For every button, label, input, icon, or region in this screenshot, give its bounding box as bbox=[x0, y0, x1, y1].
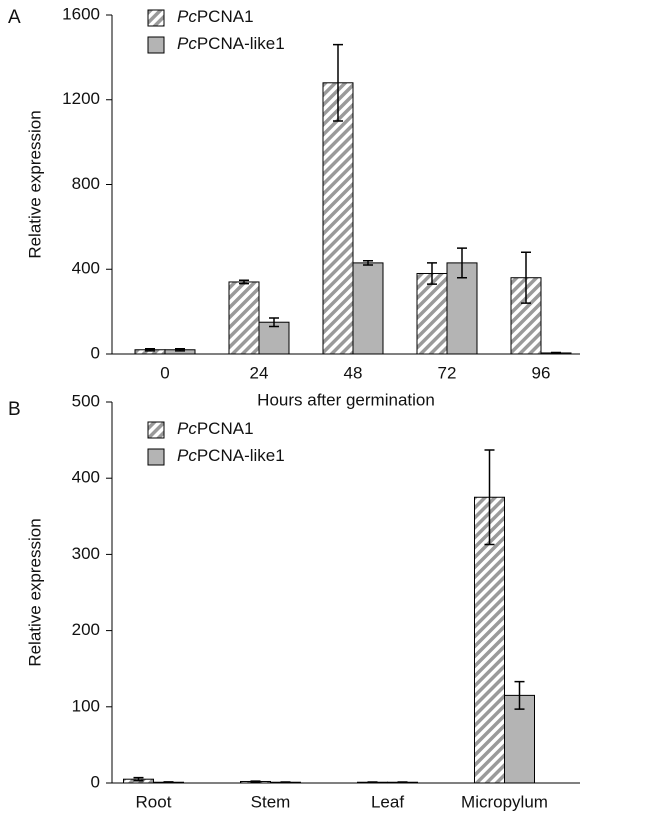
panel-label: A bbox=[8, 7, 21, 28]
y-tick-label: 400 bbox=[72, 468, 100, 487]
x-tick-label: 24 bbox=[250, 363, 269, 382]
y-tick-label: 400 bbox=[72, 259, 100, 278]
x-tick-label: 48 bbox=[344, 363, 363, 382]
y-axis-label: Relative expression bbox=[25, 110, 44, 258]
legend-swatch bbox=[148, 37, 164, 53]
panel-label: B bbox=[8, 399, 21, 420]
error-bar bbox=[551, 353, 561, 354]
x-tick-label: 0 bbox=[160, 363, 169, 382]
y-tick-label: 200 bbox=[72, 620, 100, 639]
x-tick-label: Micropylum bbox=[461, 792, 548, 811]
y-tick-label: 300 bbox=[72, 544, 100, 563]
legend-label: PcPCNA1 bbox=[177, 7, 254, 26]
x-tick-label: Stem bbox=[251, 792, 291, 811]
legend-label: PcPCNA-like1 bbox=[177, 34, 285, 53]
x-tick-label: 72 bbox=[438, 363, 457, 382]
y-tick-label: 1200 bbox=[62, 89, 100, 108]
y-tick-label: 800 bbox=[72, 174, 100, 193]
legend-swatch bbox=[148, 422, 164, 438]
legend-label: PcPCNA1 bbox=[177, 419, 254, 438]
legend-label: PcPCNA-like1 bbox=[177, 446, 285, 465]
x-tick-label: 96 bbox=[532, 363, 551, 382]
y-tick-label: 500 bbox=[72, 391, 100, 410]
bar bbox=[229, 282, 259, 354]
y-tick-label: 1600 bbox=[62, 4, 100, 23]
y-axis-label: Relative expression bbox=[25, 518, 44, 666]
y-tick-label: 0 bbox=[91, 343, 100, 362]
x-axis-label: Hours after germination bbox=[257, 390, 435, 409]
x-tick-label: Root bbox=[136, 792, 172, 811]
bar bbox=[323, 83, 353, 354]
x-tick-label: Leaf bbox=[371, 792, 404, 811]
error-bar bbox=[251, 781, 261, 782]
bar bbox=[417, 273, 447, 354]
y-tick-label: 100 bbox=[72, 696, 100, 715]
bar bbox=[353, 263, 383, 354]
legend-swatch bbox=[148, 449, 164, 465]
y-tick-label: 0 bbox=[91, 772, 100, 791]
legend-swatch bbox=[148, 10, 164, 26]
